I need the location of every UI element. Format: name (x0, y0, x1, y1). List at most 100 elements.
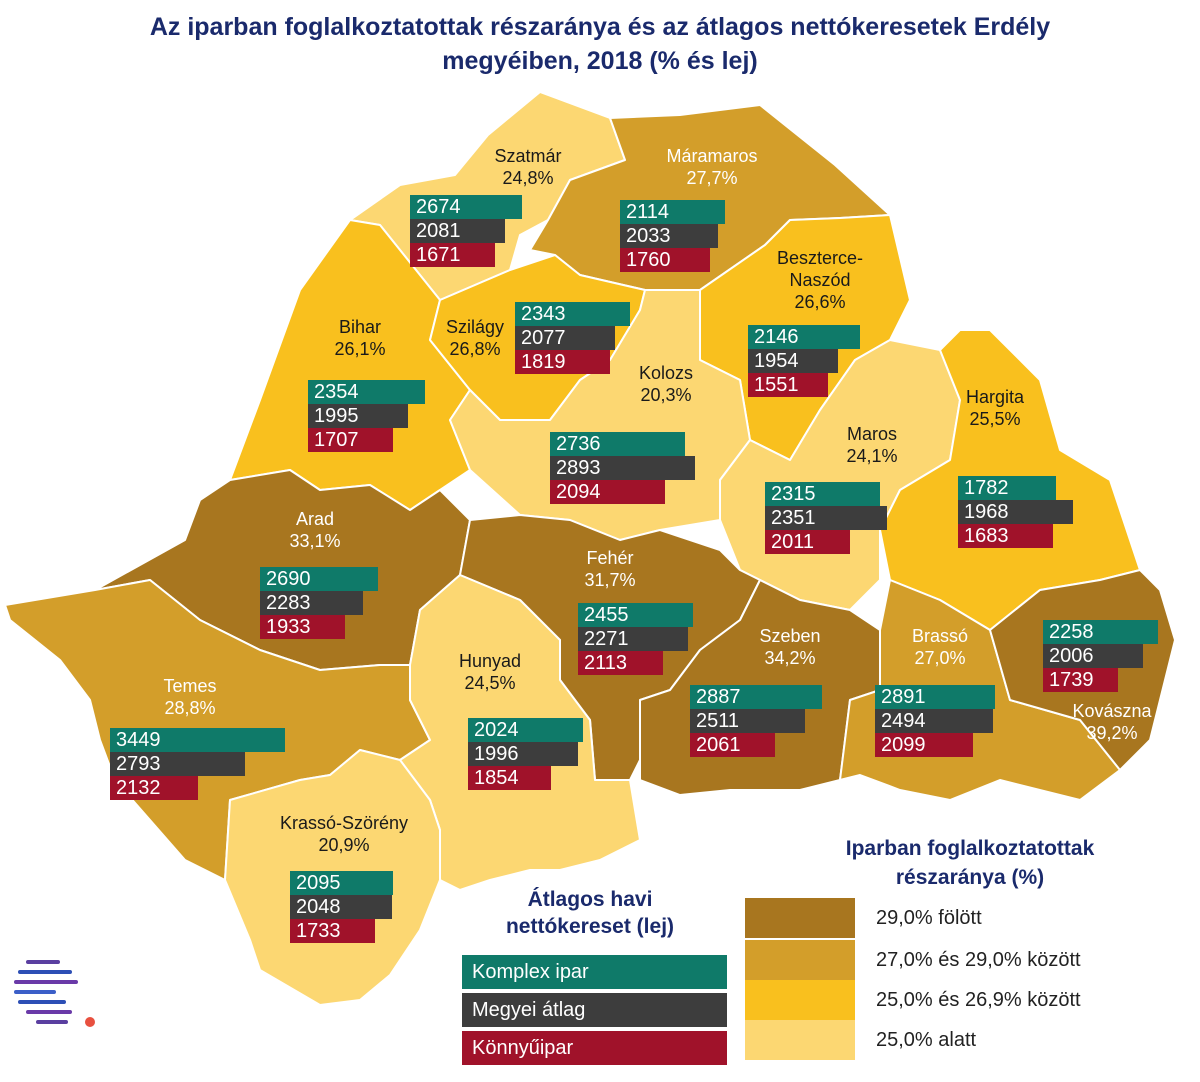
county-name: Szilágy (445, 317, 505, 337)
earnings-bars-maramaros: 2114 2033 1760 (620, 200, 725, 272)
bar-atlag: 1996 (468, 742, 578, 766)
county-share: 28,8% (164, 698, 216, 718)
map-title: Az iparban foglalkoztatottak részaránya … (0, 10, 1200, 78)
county-name: Beszterce- Naszód (776, 248, 864, 290)
county-name: Arad (295, 509, 335, 529)
county-name: Máramaros (666, 146, 758, 166)
earnings-bars-maros: 2315 2351 2011 (765, 482, 887, 554)
county-label-hargita: Hargita 25,5% (915, 386, 1075, 430)
bar-konnyu: 2094 (550, 480, 665, 504)
earnings-bars-brasso: 2891 2494 2099 (875, 685, 995, 757)
county-share: 25,5% (969, 409, 1021, 429)
bar-komplex: 2887 (690, 685, 822, 709)
county-share: 24,8% (502, 168, 554, 188)
county-label-szilagy: Szilágy 26,8% (395, 316, 555, 360)
bar-konnyu: 2113 (578, 651, 663, 675)
bar-konnyu: 2011 (765, 530, 850, 554)
county-share: 31,7% (584, 570, 636, 590)
bar-konnyu: 1683 (958, 524, 1053, 548)
county-label-temes: Temes 28,8% (110, 675, 270, 719)
county-name: Hargita (965, 387, 1025, 407)
county-name: Szeben (759, 626, 821, 646)
bar-atlag: 2351 (765, 506, 887, 530)
bar-atlag: 2511 (690, 709, 805, 733)
county-name: Maros (846, 424, 897, 444)
earnings-bars-arad: 2690 2283 1933 (260, 567, 378, 639)
earnings-bars-hargita: 1782 1968 1683 (958, 476, 1073, 548)
bar-komplex: 2891 (875, 685, 995, 709)
bar-komplex: 2114 (620, 200, 725, 224)
legend-swatch-above-29 (745, 898, 855, 938)
bar-komplex: 2258 (1043, 620, 1158, 644)
bar-konnyu: 1933 (260, 615, 345, 639)
county-label-szeben: Szeben 34,2% (710, 625, 870, 669)
bar-komplex: 2343 (515, 302, 630, 326)
bar-konnyu: 1739 (1043, 668, 1118, 692)
bar-komplex: 2674 (410, 195, 522, 219)
county-share: 27,0% (914, 648, 966, 668)
county-share: 34,2% (764, 648, 816, 668)
earnings-bars-beszterce: 2146 1954 1551 (748, 325, 860, 397)
bar-atlag: 2033 (620, 224, 718, 248)
county-label-kovaszna: Kovászna 39,2% (1032, 700, 1192, 744)
county-name: Krassó-Szörény (279, 813, 409, 833)
bar-komplex: 2024 (468, 718, 583, 742)
county-share: 26,6% (794, 292, 846, 312)
title-line-1: Az iparban foglalkoztatottak részaránya … (149, 13, 1051, 41)
county-name: Bihar (338, 317, 382, 337)
county-label-brasso: Brassó 27,0% (860, 625, 1020, 669)
earnings-bars-bihar: 2354 1995 1707 (308, 380, 425, 452)
earnings-bars-szeben: 2887 2511 2061 (690, 685, 822, 757)
bar-atlag: 2271 (578, 627, 688, 651)
county-share: 26,8% (449, 339, 501, 359)
county-label-bihar: Bihar 26,1% (280, 316, 440, 360)
county-name: Temes (163, 676, 217, 696)
earnings-bars-szatmar: 2674 2081 1671 (410, 195, 522, 267)
earnings-bars-kovaszna: 2258 2006 1739 (1043, 620, 1158, 692)
bar-konnyu: 2099 (875, 733, 973, 757)
bar-komplex: 2736 (550, 432, 685, 456)
bar-konnyu: 1671 (410, 243, 495, 267)
earnings-bars-kolozs: 2736 2893 2094 (550, 432, 695, 504)
county-share: 33,1% (289, 531, 341, 551)
bar-konnyu: 1707 (308, 428, 393, 452)
bar-atlag: 2494 (875, 709, 993, 733)
bar-konnyu: 2061 (690, 733, 775, 757)
legend-label-above-29: 29,0% fölött (876, 907, 982, 929)
legend-komplex-ipar: Komplex ipar (462, 955, 727, 989)
legend-konnyuipar: Könnyűipar (462, 1031, 727, 1065)
earnings-legend-title: Átlagos havi nettókereset (lej) (455, 886, 725, 940)
bar-konnyu: 2132 (110, 776, 198, 800)
county-share: 26,1% (334, 339, 386, 359)
bar-atlag: 1968 (958, 500, 1073, 524)
bar-komplex: 2455 (578, 603, 693, 627)
title-line-2: megyéiben, 2018 (% és lej) (442, 47, 758, 75)
county-label-hunyad: Hunyad 24,5% (410, 650, 570, 694)
bar-konnyu: 1551 (748, 373, 828, 397)
bar-komplex: 2146 (748, 325, 860, 349)
bar-atlag: 2081 (410, 219, 505, 243)
bar-atlag: 2283 (260, 591, 363, 615)
county-name: Brassó (911, 626, 969, 646)
bar-atlag: 2893 (550, 456, 695, 480)
county-share: 20,9% (318, 835, 370, 855)
legend-swatch-25-269 (745, 980, 855, 1020)
legend-swatch-27-29 (745, 940, 855, 980)
county-label-arad: Arad 33,1% (235, 508, 395, 552)
logo-icon (14, 960, 95, 1027)
bar-atlag: 2048 (290, 895, 392, 919)
county-label-maros: Maros 24,1% (792, 423, 952, 467)
legend-label-below-25: 25,0% alatt (876, 1029, 977, 1051)
county-label-szatmar: Szatmár 24,8% (448, 145, 608, 189)
county-share: 27,7% (686, 168, 738, 188)
bar-atlag: 1995 (308, 404, 408, 428)
share-legend-title-line-2: részaránya (%) (895, 866, 1045, 889)
bar-atlag: 2793 (110, 752, 245, 776)
legend-megyei-atlag: Megyei átlag (462, 993, 727, 1027)
county-share: 24,5% (464, 673, 516, 693)
county-name: Kolozs (638, 363, 694, 383)
bar-konnyu: 1733 (290, 919, 375, 943)
bar-komplex: 3449 (110, 728, 285, 752)
bar-atlag: 2077 (515, 326, 615, 350)
county-share: 39,2% (1086, 723, 1138, 743)
